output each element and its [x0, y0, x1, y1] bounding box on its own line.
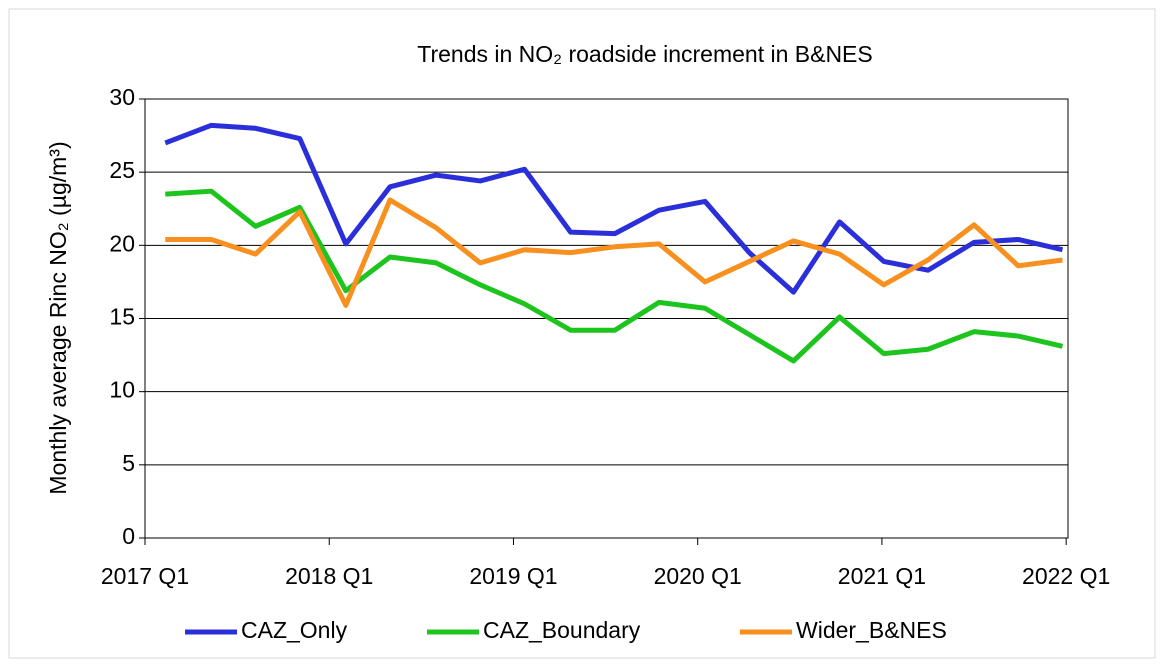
y-tick-label: 30	[109, 84, 135, 110]
y-tick-label: 25	[109, 157, 135, 183]
y-tick-label: 0	[122, 523, 135, 549]
y-tick-label: 10	[109, 377, 135, 403]
y-tick-label: 15	[109, 304, 135, 330]
y-tick-label: 20	[109, 230, 135, 256]
legend-label: CAZ_Only	[241, 617, 348, 643]
chart-title: Trends in NO₂ roadside increment in B&NE…	[417, 41, 873, 67]
x-tick-label: 2020 Q1	[654, 563, 742, 589]
x-tick-label: 2022 Q1	[1022, 563, 1110, 589]
x-tick-label: 2017 Q1	[101, 563, 189, 589]
y-axis-label: Monthly average Rinc NO₂ (µg/m³)	[45, 141, 71, 494]
x-tick-label: 2021 Q1	[838, 563, 926, 589]
x-tick-label: 2019 Q1	[469, 563, 557, 589]
plot-frame	[144, 98, 1069, 539]
legend-label: Wider_B&NES	[796, 617, 947, 643]
x-tick-label: 2018 Q1	[285, 563, 373, 589]
y-tick-label: 5	[122, 450, 135, 476]
series-line	[165, 197, 1063, 308]
series-line	[165, 188, 1064, 364]
legend-label: CAZ_Boundary	[483, 617, 641, 643]
